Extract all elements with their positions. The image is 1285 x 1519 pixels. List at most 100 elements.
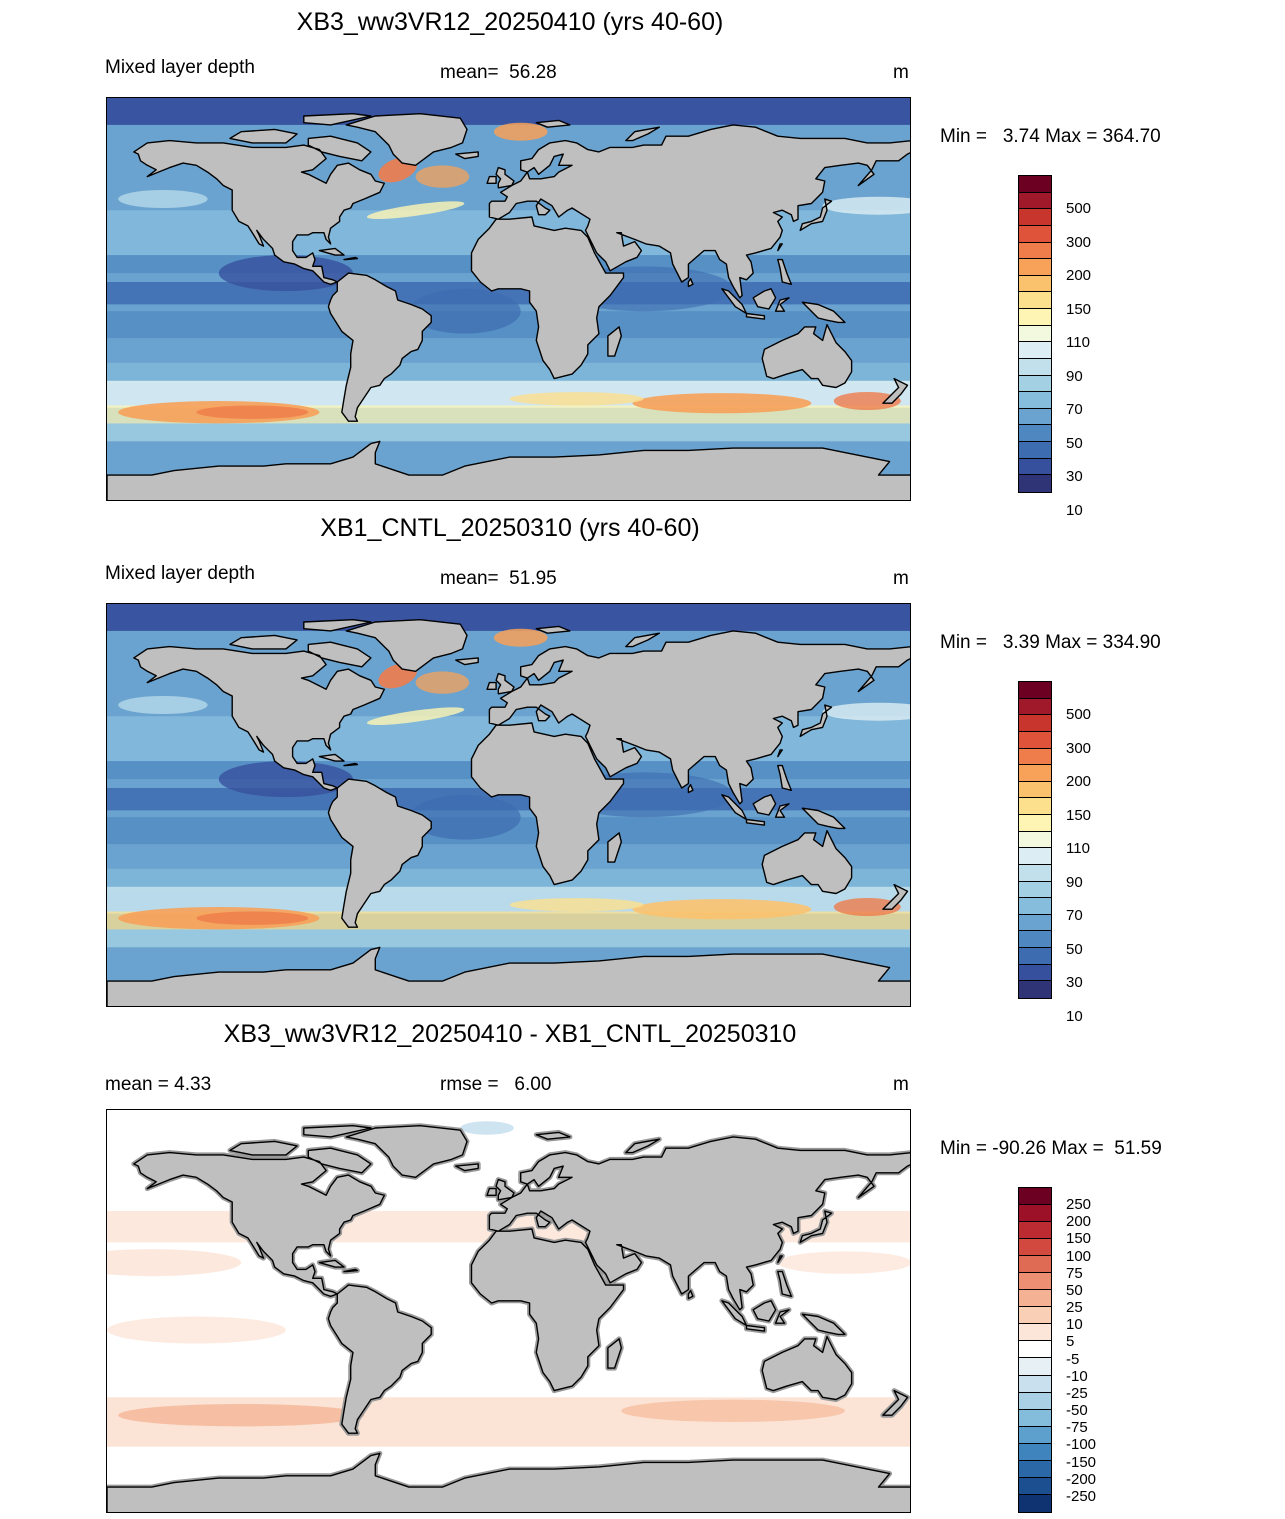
min-max-label: Min = -90.26 Max = 51.59 bbox=[940, 1138, 1162, 1159]
colorbar-tick-label: -200 bbox=[1066, 1470, 1097, 1488]
colorbar-tick-label: -250 bbox=[1066, 1487, 1097, 1505]
colorbar-tick-label: 500 bbox=[1066, 706, 1092, 724]
colorbar-tick-label: 50 bbox=[1066, 434, 1083, 452]
colorbar-tick-label: 110 bbox=[1066, 334, 1090, 352]
panel-model-b: XB1_CNTL_20250310 (yrs 40-60) Mixed laye… bbox=[0, 506, 1285, 1024]
min-max-label: Min = 3.74 Max = 364.70 bbox=[940, 126, 1161, 147]
colorbar-swatch bbox=[1019, 682, 1051, 699]
unit-label: m bbox=[893, 62, 909, 83]
colorbar-swatch bbox=[1019, 1375, 1051, 1393]
colorbar-tick-label: 90 bbox=[1066, 367, 1083, 385]
colorbar-tick-label: 75 bbox=[1066, 1264, 1083, 1282]
colorbar-tick-label: 150 bbox=[1066, 1230, 1092, 1248]
colorbar-tick-label: 200 bbox=[1066, 773, 1092, 791]
colorbar-swatch bbox=[1019, 1494, 1051, 1512]
colorbar-tick-label: 50 bbox=[1066, 1281, 1083, 1299]
colorbar-swatch bbox=[1019, 748, 1051, 766]
colorbar-swatch bbox=[1019, 259, 1051, 276]
colorbar-swatch bbox=[1019, 209, 1051, 226]
colorbar-swatch bbox=[1019, 442, 1051, 459]
colorbar-tick-label: 10 bbox=[1066, 1007, 1083, 1025]
colorbar-swatch bbox=[1019, 815, 1051, 832]
colorbar-swatch bbox=[1019, 765, 1051, 782]
colorbar-tick-label: 30 bbox=[1066, 974, 1083, 992]
panel-model-a: XB3_ww3VR12_20250410 (yrs 40-60) Mixed l… bbox=[0, 0, 1285, 518]
colorbar-tick-label: 110 bbox=[1066, 840, 1090, 858]
colorbar bbox=[1018, 175, 1052, 493]
colorbar bbox=[1018, 1187, 1052, 1513]
colorbar-swatch bbox=[1019, 698, 1051, 716]
colorbar-tick-label: -100 bbox=[1066, 1436, 1097, 1454]
colorbar-swatch bbox=[1019, 1239, 1051, 1257]
colorbar-swatch bbox=[1019, 176, 1051, 193]
colorbar-swatch bbox=[1019, 1222, 1051, 1240]
colorbar-swatch bbox=[1019, 1290, 1051, 1308]
colorbar-swatch bbox=[1019, 1460, 1051, 1478]
colorbar-swatch bbox=[1019, 475, 1051, 492]
colorbar-swatch bbox=[1019, 964, 1051, 982]
mean-value: mean= 51.95 bbox=[440, 568, 557, 589]
colorbar-tick-label: -25 bbox=[1066, 1384, 1088, 1402]
panel-title: XB1_CNTL_20250310 (yrs 40-60) bbox=[320, 514, 700, 542]
colorbar-swatch bbox=[1019, 715, 1051, 732]
colorbar-swatch bbox=[1019, 192, 1051, 210]
colorbar-swatch bbox=[1019, 225, 1051, 243]
colorbar-swatch bbox=[1019, 898, 1051, 915]
colorbar-tick-label: 150 bbox=[1066, 806, 1092, 824]
colorbar-tick-label: -150 bbox=[1066, 1453, 1097, 1471]
colorbar-tick-label: 150 bbox=[1066, 300, 1092, 318]
colorbar-swatch bbox=[1019, 292, 1051, 309]
colorbar-swatch bbox=[1019, 914, 1051, 932]
panel-difference: XB3_ww3VR12_20250410 - XB1_CNTL_20250310… bbox=[0, 1012, 1285, 1518]
colorbar-swatch bbox=[1019, 1341, 1051, 1359]
colorbar-swatch bbox=[1019, 408, 1051, 426]
colorbar-swatch bbox=[1019, 275, 1051, 293]
colorbar-swatch bbox=[1019, 425, 1051, 442]
colorbar-tick-label: 10 bbox=[1066, 501, 1083, 519]
colorbar-tick-label: -75 bbox=[1066, 1419, 1088, 1437]
colorbar-tick-label: 50 bbox=[1066, 940, 1083, 958]
colorbar-swatch bbox=[1019, 1273, 1051, 1291]
panel-title: XB3_ww3VR12_20250410 - XB1_CNTL_20250310 bbox=[223, 1020, 797, 1048]
colorbar-swatch bbox=[1019, 1188, 1051, 1206]
diff-mean-value: mean = 4.33 bbox=[105, 1074, 212, 1095]
land-mask bbox=[107, 619, 910, 1006]
colorbar-swatch bbox=[1019, 798, 1051, 815]
colorbar-tick-label: 250 bbox=[1066, 1196, 1092, 1214]
colorbar-swatch bbox=[1019, 358, 1051, 376]
colorbar-swatch bbox=[1019, 1426, 1051, 1444]
colorbar-swatch bbox=[1019, 392, 1051, 409]
colorbar bbox=[1018, 681, 1052, 999]
colorbar-tick-label: 200 bbox=[1066, 267, 1092, 285]
colorbar-tick-label: -10 bbox=[1066, 1367, 1088, 1385]
colorbar-swatch bbox=[1019, 1409, 1051, 1427]
colorbar-tick-label: 70 bbox=[1066, 907, 1083, 925]
colorbar-tick-label: 300 bbox=[1066, 739, 1092, 757]
colorbar-swatch bbox=[1019, 375, 1051, 393]
unit-label: m bbox=[893, 568, 909, 589]
colorbar-swatch bbox=[1019, 325, 1051, 343]
colorbar-swatch bbox=[1019, 948, 1051, 965]
colorbar-swatch bbox=[1019, 242, 1051, 260]
land-mask bbox=[107, 113, 910, 500]
colorbar-swatch bbox=[1019, 864, 1051, 882]
colorbar-tick-label: 300 bbox=[1066, 233, 1092, 251]
colorbar-tick-label: 100 bbox=[1066, 1247, 1092, 1265]
colorbar-swatch bbox=[1019, 831, 1051, 849]
colorbar-swatch bbox=[1019, 981, 1051, 998]
land-mask bbox=[107, 1125, 910, 1512]
colorbar-swatch bbox=[1019, 848, 1051, 865]
mld-map-model-a bbox=[106, 97, 911, 501]
colorbar-tick-label: -5 bbox=[1066, 1350, 1080, 1368]
field-label: Mixed layer depth bbox=[105, 563, 255, 584]
min-max-label: Min = 3.39 Max = 334.90 bbox=[940, 632, 1161, 653]
field-label: Mixed layer depth bbox=[105, 57, 255, 78]
colorbar-tick-label: 70 bbox=[1066, 401, 1083, 419]
colorbar-tick-label: 90 bbox=[1066, 873, 1083, 891]
colorbar-swatch bbox=[1019, 1307, 1051, 1325]
colorbar-tick-label: 200 bbox=[1066, 1213, 1092, 1231]
mld-map-model-b bbox=[106, 603, 911, 1007]
colorbar-swatch bbox=[1019, 1256, 1051, 1274]
colorbar-swatch bbox=[1019, 1392, 1051, 1410]
panel-title: XB3_ww3VR12_20250410 (yrs 40-60) bbox=[296, 8, 724, 36]
